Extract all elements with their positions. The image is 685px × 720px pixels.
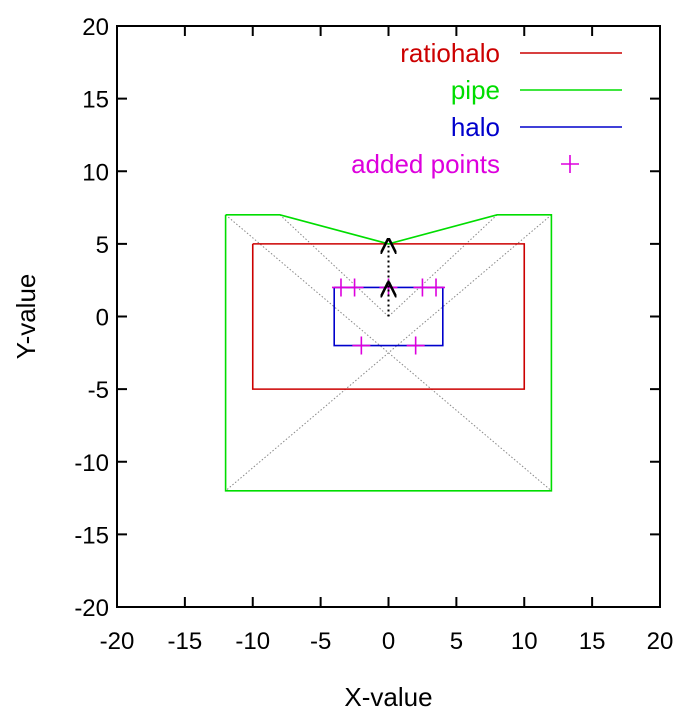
y-tick-label: 20 <box>82 14 109 41</box>
y-tick-label: -10 <box>74 450 109 477</box>
legend-marker <box>561 155 579 173</box>
guide-line <box>225 214 552 492</box>
x-axis-label: X-value <box>344 682 432 712</box>
y-tick-label: 10 <box>82 159 109 186</box>
guide-line <box>279 214 389 317</box>
x-tick-label: 10 <box>511 628 538 655</box>
y-axis-label: Y-value <box>11 274 41 360</box>
legend-label: ratiohalo <box>400 38 500 68</box>
legend: ratiohalo pipe halo added points <box>351 38 622 179</box>
x-tick-label: 5 <box>450 628 463 655</box>
x-tick-label: 15 <box>579 628 606 655</box>
y-tick-label: 15 <box>82 87 109 114</box>
added-point-marker <box>427 278 446 297</box>
plot-frame <box>116 25 661 608</box>
guide-line <box>225 214 552 492</box>
added-point-marker <box>345 278 364 297</box>
y-tick-label: -15 <box>74 522 109 549</box>
y-tick-labels: -20 -15 -10 -5 0 5 10 15 20 <box>74 14 109 622</box>
x-tick-label: 20 <box>647 628 674 655</box>
guide-lines <box>225 214 552 492</box>
legend-label: added points <box>351 149 500 179</box>
legend-label: halo <box>451 112 500 142</box>
y-tick-label: 0 <box>96 305 109 332</box>
series-line-pipe <box>224 214 553 492</box>
y-tick-label: -5 <box>88 377 109 404</box>
x-tick-label: 0 <box>382 628 395 655</box>
y-tick-label: 5 <box>96 232 109 259</box>
x-tick-label: -10 <box>235 628 270 655</box>
series-line-ratiohalo <box>251 243 526 390</box>
added-point-marker <box>406 336 425 355</box>
y-tick-label: -20 <box>74 595 109 622</box>
x-tick-label: -20 <box>100 628 135 655</box>
added-point-marker <box>352 336 371 355</box>
series-line-halo <box>333 286 444 347</box>
x-tick-labels: -20 -15 -10 -5 0 5 10 15 20 <box>100 628 674 655</box>
x-tick-label: -5 <box>310 628 331 655</box>
guide-line <box>388 214 498 317</box>
legend-label: pipe <box>451 75 500 105</box>
x-tick-label: -15 <box>168 628 203 655</box>
